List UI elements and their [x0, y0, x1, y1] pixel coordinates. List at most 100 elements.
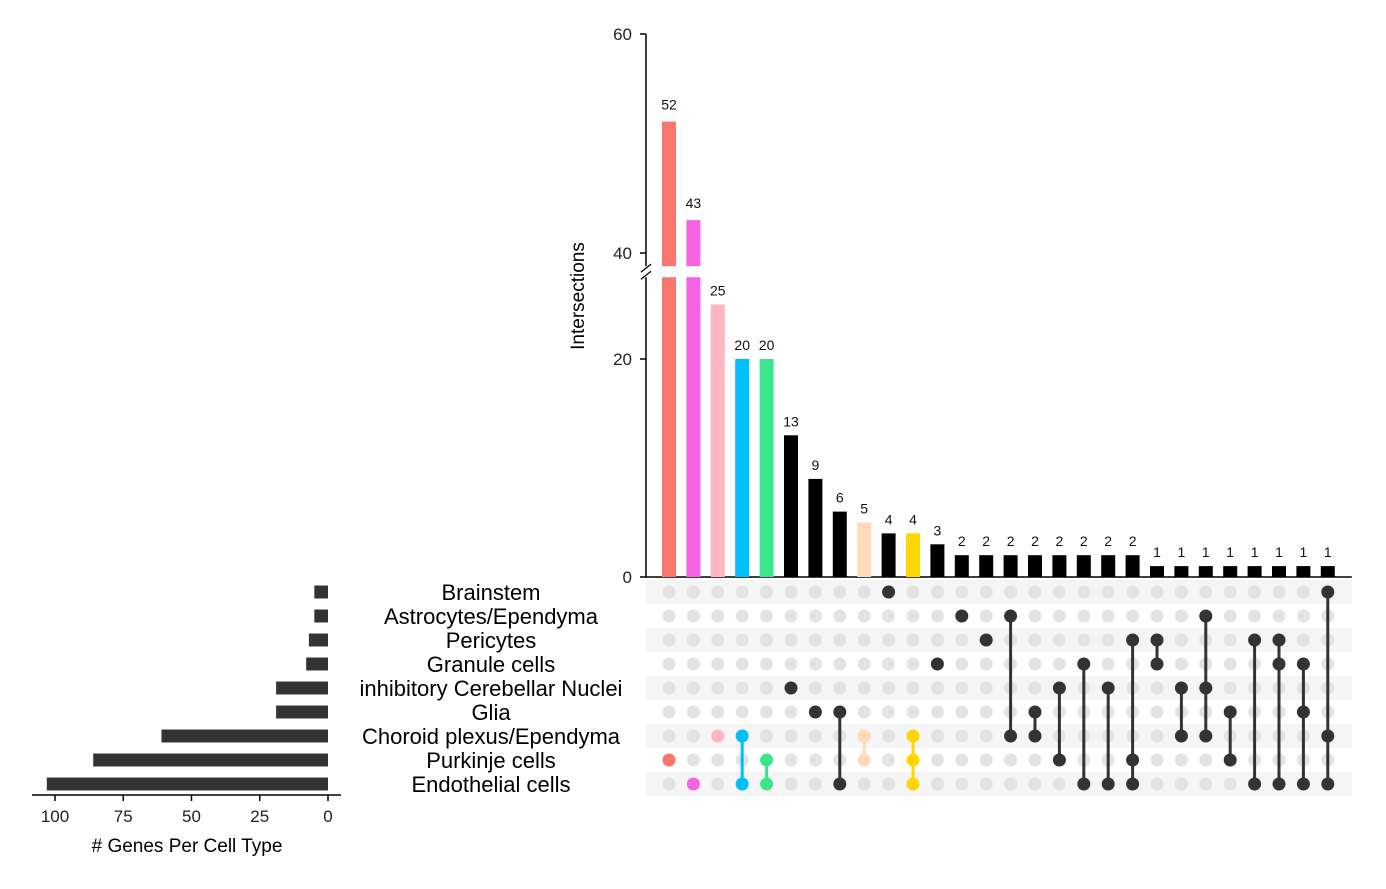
set-label: Astrocytes/Ependyma — [384, 604, 599, 629]
inactive-dot — [808, 777, 822, 791]
intersection-bar-upper — [662, 121, 676, 267]
active-dot — [1052, 753, 1066, 767]
inactive-dot — [857, 681, 871, 695]
active-dot — [662, 753, 676, 767]
inactive-dot — [711, 609, 725, 623]
inactive-dot — [735, 633, 749, 647]
matrix-stripe — [646, 676, 1352, 700]
inactive-dot — [686, 729, 700, 743]
inactive-dot — [955, 729, 969, 743]
bar-value-label: 1 — [1226, 544, 1234, 560]
inactive-dot — [1052, 585, 1066, 599]
inactive-dot — [808, 633, 822, 647]
active-dot — [1101, 777, 1115, 791]
inactive-dot — [1248, 609, 1262, 623]
inactive-dot — [1077, 609, 1091, 623]
active-dot — [1248, 777, 1262, 791]
inactive-dot — [906, 633, 920, 647]
bar-value-label: 25 — [710, 283, 726, 299]
inactive-dot — [1174, 633, 1188, 647]
inactive-dot — [930, 729, 944, 743]
set-label: Endothelial cells — [412, 772, 571, 797]
inactive-dot — [711, 633, 725, 647]
inactive-dot — [882, 681, 896, 695]
matrix-stripe — [646, 628, 1352, 652]
inactive-dot — [955, 705, 969, 719]
active-dot — [1174, 681, 1188, 695]
inactive-dot — [930, 633, 944, 647]
inactive-dot — [882, 729, 896, 743]
inactive-dot — [808, 681, 822, 695]
set-label: Brainstem — [441, 580, 540, 605]
inactive-dot — [1223, 633, 1237, 647]
intersection-bar — [1223, 566, 1238, 577]
active-dot — [1296, 777, 1310, 791]
active-dot — [1199, 681, 1213, 695]
inactive-dot — [1028, 609, 1042, 623]
set-size-bar — [276, 681, 328, 695]
set-size-bars — [46, 585, 329, 791]
inactive-dot — [711, 681, 725, 695]
inactive-dot — [808, 585, 822, 599]
bar-value-label: 43 — [686, 195, 702, 211]
active-dot — [1321, 585, 1335, 599]
inactive-dot — [906, 705, 920, 719]
active-dot — [1150, 633, 1164, 647]
inactive-dot — [1126, 609, 1140, 623]
inactive-dot — [1101, 609, 1115, 623]
set-size-bar — [314, 585, 328, 599]
inactive-dot — [760, 705, 774, 719]
active-dot — [1248, 633, 1262, 647]
intersection-bar — [1076, 555, 1091, 577]
inactive-dot — [662, 777, 676, 791]
bar-value-label: 2 — [1031, 533, 1039, 549]
y-tick-label: 40 — [613, 244, 632, 263]
inactive-dot — [1101, 585, 1115, 599]
inactive-dot — [882, 633, 896, 647]
intersection-bar-upper — [686, 220, 701, 267]
inactive-dot — [1052, 609, 1066, 623]
bar-value-label: 13 — [783, 413, 799, 429]
active-dot — [1223, 753, 1237, 767]
set-size-bar — [314, 609, 328, 623]
inactive-dot — [1223, 585, 1237, 599]
inactive-dot — [686, 585, 700, 599]
inactive-dot — [1150, 729, 1164, 743]
inactive-dot — [882, 777, 896, 791]
active-dot — [906, 753, 920, 767]
inactive-dot — [784, 705, 798, 719]
inactive-dot — [711, 753, 725, 767]
inactive-dot — [686, 753, 700, 767]
inactive-dot — [662, 609, 676, 623]
inactive-dot — [1077, 585, 1091, 599]
matrix-stripe — [646, 580, 1352, 604]
active-dot — [930, 657, 944, 671]
inactive-dot — [1052, 657, 1066, 671]
intersection-bar — [1247, 566, 1262, 577]
inactive-dot — [686, 633, 700, 647]
set-size-bar — [161, 729, 328, 743]
inactive-dot — [686, 657, 700, 671]
inactive-dot — [955, 681, 969, 695]
bar-value-label: 1 — [1300, 544, 1308, 560]
inactive-dot — [1199, 777, 1213, 791]
inactive-dot — [760, 609, 774, 623]
active-dot — [1174, 729, 1188, 743]
intersection-matrix — [662, 585, 1335, 791]
intersection-bar — [1198, 566, 1213, 577]
bar-value-label: 5 — [860, 501, 868, 517]
inactive-dot — [955, 753, 969, 767]
intersection-bar — [1272, 566, 1286, 577]
inactive-dot — [735, 705, 749, 719]
inactive-dot — [735, 585, 749, 599]
inactive-dot — [1272, 585, 1286, 599]
bar-value-label: 2 — [1080, 533, 1088, 549]
bar-value-label: 1 — [1251, 544, 1259, 560]
active-dot — [1296, 705, 1310, 719]
inactive-dot — [784, 585, 798, 599]
inactive-dot — [1150, 585, 1164, 599]
inactive-dot — [760, 681, 774, 695]
intersection-bar — [906, 533, 920, 577]
intersection-bar — [1296, 566, 1311, 577]
active-dot — [979, 633, 993, 647]
